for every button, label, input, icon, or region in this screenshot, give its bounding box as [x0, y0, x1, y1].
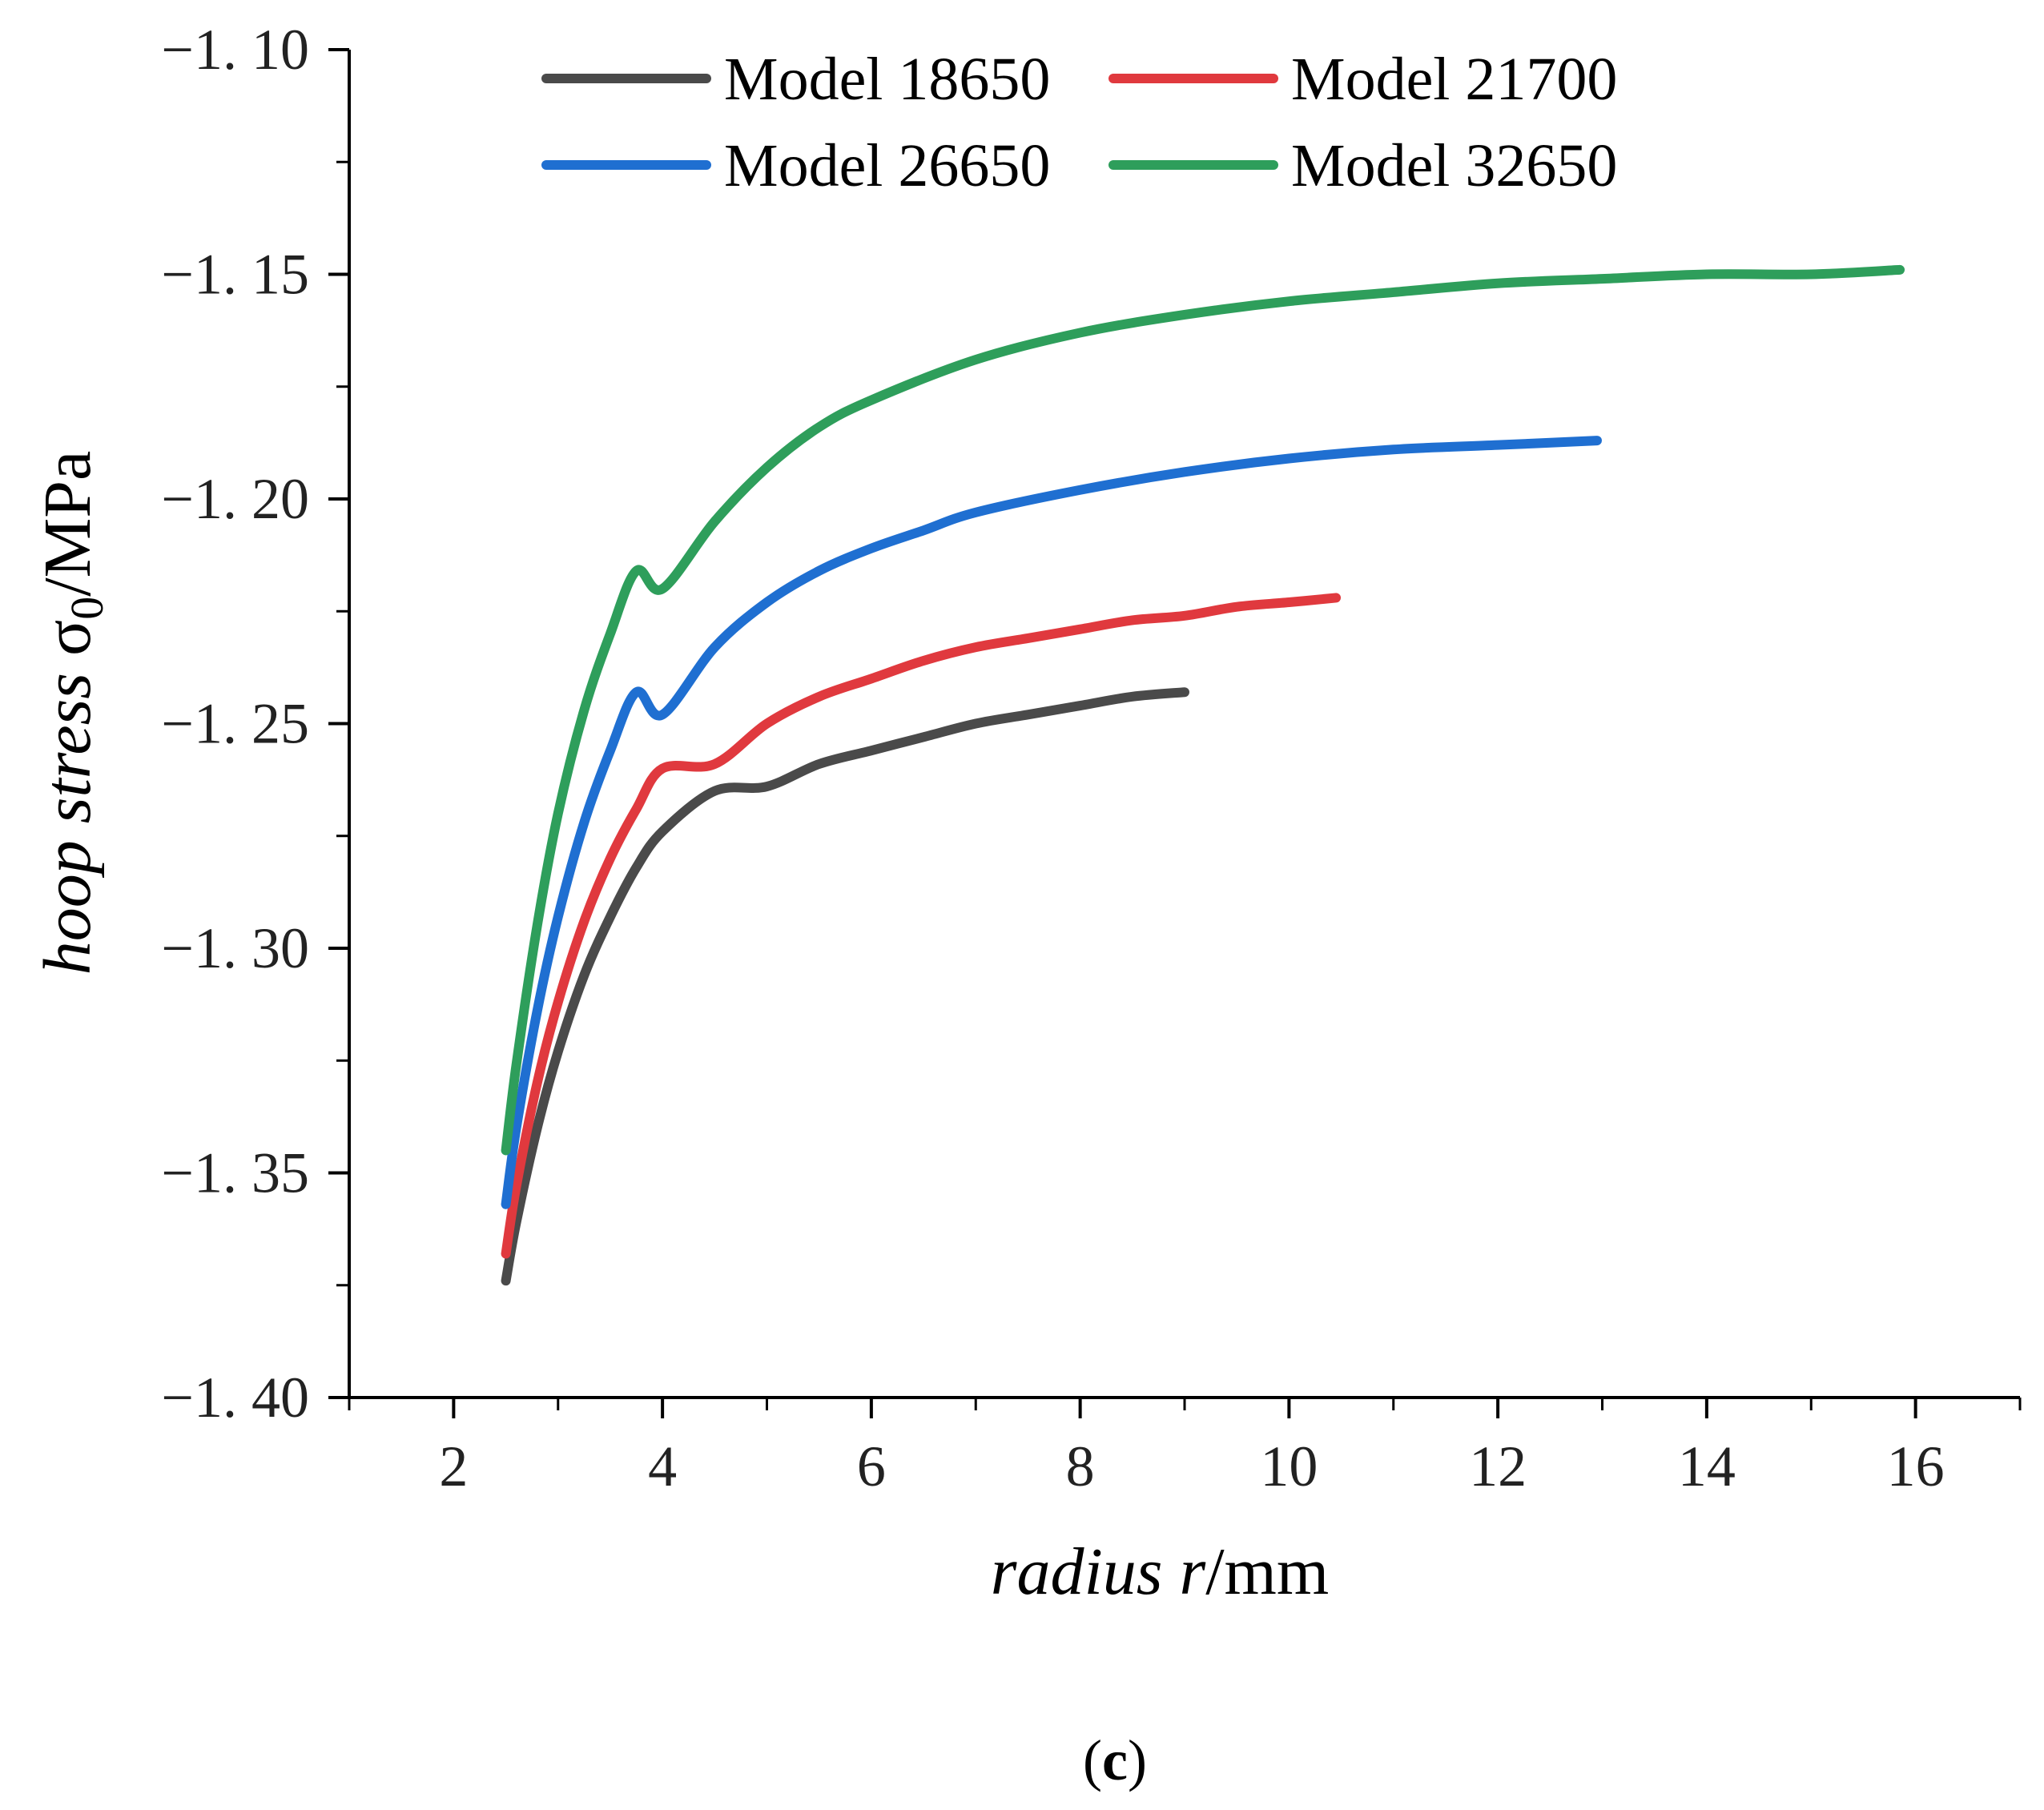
- y-tick-label: −1. 20: [161, 467, 309, 531]
- x-tick-label: 16: [1887, 1434, 1945, 1498]
- y-axis-title-spacer: [30, 656, 105, 673]
- x-tick-label: 2: [439, 1434, 468, 1498]
- series-line-model-26650: [501, 436, 1602, 1209]
- series-line-model-21700: [501, 593, 1342, 1259]
- y-tick-label: −1. 35: [161, 1141, 309, 1205]
- y-axis-title-quantity: hoop stress: [30, 673, 105, 975]
- y-axis-title-unit: /MPa: [30, 451, 105, 597]
- y-tick-label: −1. 15: [161, 243, 309, 307]
- legend-label-model-18650: Model 18650: [724, 46, 1050, 113]
- y-tick-label: −1. 40: [161, 1366, 309, 1430]
- legend-label-model-21700: Model 21700: [1291, 46, 1617, 113]
- y-tick-label: −1. 10: [161, 18, 309, 82]
- x-axis-title-unit: /mm: [1205, 1534, 1329, 1609]
- x-tick-label: 6: [857, 1434, 886, 1498]
- panel-label: (c): [1083, 1728, 1147, 1792]
- legend: Model 18650 Model 21700 Model 26650 Model 3…: [541, 46, 1617, 199]
- x-tick-label: 14: [1678, 1434, 1736, 1498]
- series-line-model-18650: [501, 687, 1189, 1286]
- y-axis-title: hoop stress σ0/MPa: [30, 451, 113, 975]
- legend-label-model-26650: Model 26650: [724, 132, 1050, 199]
- x-tick-label: 4: [648, 1434, 677, 1498]
- panel-label-letter: c: [1102, 1728, 1128, 1792]
- x-tick-label: 10: [1260, 1434, 1318, 1498]
- y-axis-title-subscript: 0: [61, 597, 113, 620]
- x-tick-label: 12: [1469, 1434, 1527, 1498]
- series-line-model-32650: [501, 264, 1905, 1156]
- series-layer: [501, 264, 1905, 1286]
- axes-layer: [348, 50, 2020, 1399]
- y-tick-label: −1. 25: [161, 692, 309, 756]
- x-axis-title: radius r/mm: [991, 1534, 1329, 1609]
- panel-label-open: (: [1083, 1728, 1102, 1792]
- x-tick-label: 8: [1066, 1434, 1095, 1498]
- ticks-layer: 2 4 6 8 10 12 14 16 −1. 10 −1. 15 −1. 20 −1. 25 −1. …: [161, 18, 2022, 1498]
- panel-label-close: ): [1128, 1728, 1147, 1792]
- legend-label-model-32650: Model 32650: [1291, 132, 1617, 199]
- y-axis-title-symbol: σ: [30, 620, 105, 656]
- x-axis-title-variable: radius r: [991, 1534, 1206, 1609]
- y-tick-label: −1. 30: [161, 916, 309, 980]
